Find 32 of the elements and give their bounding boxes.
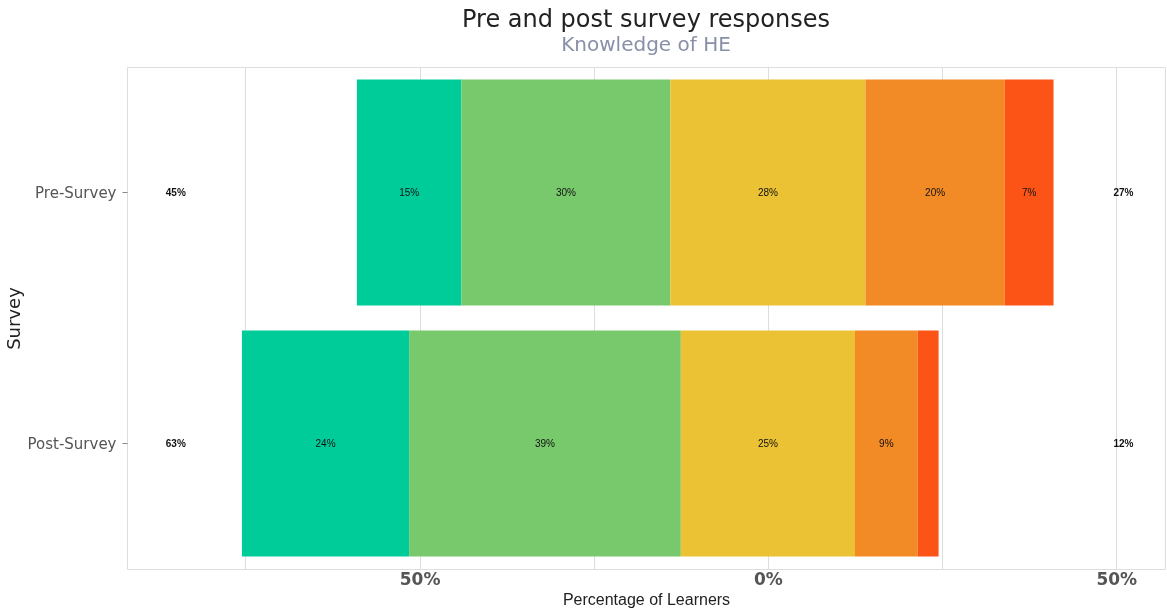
- bar: [356, 79, 462, 306]
- data-label: 30%: [555, 186, 576, 198]
- x-tick-label: 50%: [1096, 568, 1138, 589]
- bar: [461, 79, 671, 306]
- bar: [917, 330, 939, 557]
- y-tick-label: Post-Survey: [27, 434, 117, 453]
- bar: [670, 79, 866, 306]
- chart-subtitle: Knowledge of HE: [561, 32, 731, 56]
- bar: [409, 330, 681, 557]
- y-tick-label: Pre-Survey: [35, 183, 117, 202]
- bar: [865, 79, 1005, 306]
- annotation: 12%: [1113, 437, 1134, 449]
- data-label: 25%: [757, 437, 779, 449]
- data-label: 15%: [399, 186, 420, 198]
- y-axis-title: Survey: [2, 286, 24, 350]
- data-label: 28%: [757, 186, 779, 198]
- annotation: 45%: [165, 186, 186, 198]
- data-label: 7%: [1021, 186, 1037, 198]
- x-tick-label: 50%: [399, 568, 441, 589]
- data-label: 20%: [925, 186, 946, 198]
- x-tick-label: 0%: [753, 568, 783, 589]
- bar: [854, 330, 918, 557]
- annotation: 27%: [1113, 186, 1134, 198]
- bar: [680, 330, 855, 557]
- bar: [1004, 79, 1054, 306]
- x-axis-title: Percentage of Learners: [562, 590, 731, 608]
- chart-title: Pre and post survey responses: [462, 5, 830, 33]
- data-label: 39%: [534, 437, 556, 449]
- data-label: 24%: [315, 437, 336, 449]
- annotation: 63%: [165, 437, 186, 449]
- data-label: 9%: [879, 437, 894, 449]
- bar: [241, 330, 410, 557]
